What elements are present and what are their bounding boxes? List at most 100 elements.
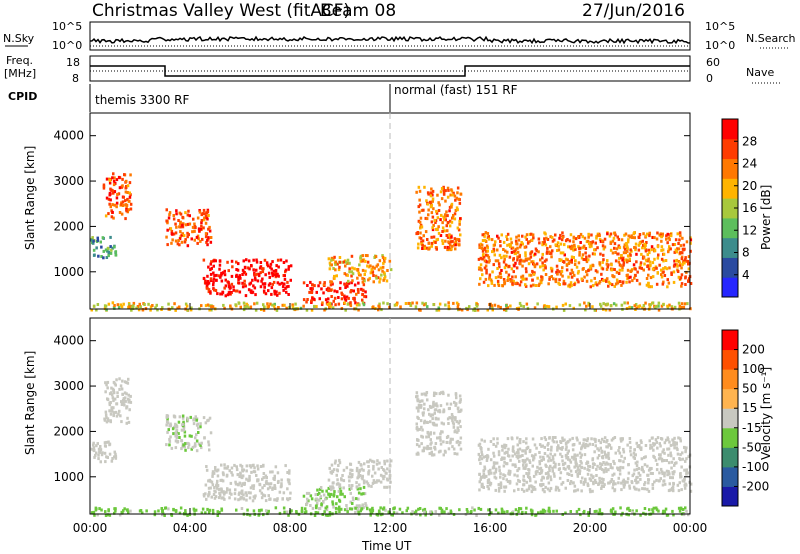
- echo-cell: [166, 243, 169, 247]
- echo-cell: [97, 457, 100, 461]
- echo-cell: [456, 430, 459, 434]
- echo-cell: [193, 418, 197, 422]
- echo-cell: [580, 445, 584, 449]
- echo-cell: [556, 249, 559, 252]
- echo-cell: [483, 246, 487, 250]
- echo-cell: [472, 308, 475, 312]
- echo-cell: [333, 255, 336, 259]
- echo-cell: [383, 271, 386, 275]
- echo-cell: [573, 465, 576, 469]
- echo-cell: [283, 510, 286, 514]
- echo-cell: [599, 465, 602, 469]
- echo-cell: [527, 471, 531, 475]
- echo-cell: [112, 179, 116, 183]
- echo-cell: [511, 246, 515, 250]
- echo-cell: [435, 392, 438, 396]
- echo-cell: [127, 420, 131, 424]
- echo-cell: [552, 509, 555, 513]
- echo-cell: [570, 255, 574, 259]
- echo-cell: [359, 487, 362, 491]
- echo-cell: [538, 241, 541, 245]
- echo-cell: [114, 253, 117, 257]
- echo-cell: [416, 438, 419, 442]
- echo-cell: [515, 242, 518, 246]
- echo-cell: [362, 479, 366, 483]
- echo-cell: [669, 451, 672, 455]
- echo-cell: [378, 511, 381, 515]
- echo-cell: [166, 414, 170, 418]
- echo-cell: [427, 435, 431, 439]
- echo-cell: [129, 173, 132, 177]
- echo-cell: [381, 265, 385, 269]
- echo-cell: [652, 506, 656, 510]
- echo-cell: [348, 484, 351, 488]
- echo-cell: [681, 457, 685, 461]
- echo-cell: [481, 249, 485, 253]
- echo-cell: [483, 234, 486, 238]
- echo-cell: [218, 267, 221, 271]
- echo-cell: [116, 193, 119, 196]
- echo-cell: [214, 468, 217, 472]
- echo-cell: [335, 274, 338, 278]
- echo-cell: [226, 488, 229, 492]
- echo-cell: [235, 468, 239, 472]
- echo-cell: [622, 261, 626, 265]
- echo-cell: [435, 402, 438, 406]
- echo-cell: [208, 478, 211, 482]
- echo-cell: [432, 394, 436, 397]
- echo-cell: [282, 261, 286, 264]
- echo-cell: [251, 278, 254, 282]
- echo-cell: [635, 467, 639, 471]
- echo-cell: [658, 471, 661, 475]
- echo-cell: [111, 246, 114, 250]
- echo-cell: [513, 452, 517, 456]
- echo-cell: [590, 473, 593, 477]
- echo-cell: [581, 235, 584, 239]
- echo-cell: [426, 447, 429, 451]
- echo-cell: [532, 283, 535, 287]
- echo-cell: [562, 279, 566, 283]
- echo-cell: [589, 285, 592, 289]
- echo-cell: [570, 473, 574, 477]
- echo-cell: [447, 422, 450, 425]
- echo-cell: [544, 273, 548, 276]
- echo-cell: [650, 248, 653, 252]
- echo-cell: [511, 281, 514, 285]
- echo-cell: [204, 511, 207, 515]
- echo-cell: [682, 513, 686, 517]
- echo-cell: [612, 482, 615, 486]
- echo-cell: [625, 280, 628, 284]
- echo-cell: [532, 272, 536, 276]
- echo-cell: [288, 471, 291, 475]
- echo-cell: [383, 277, 386, 280]
- echo-cell: [679, 276, 683, 280]
- echo-cell: [591, 240, 595, 244]
- echo-cell: [444, 303, 447, 307]
- echo-cell: [272, 477, 275, 481]
- echo-cell: [122, 398, 126, 402]
- echo-cell: [680, 273, 684, 277]
- echo-cell: [245, 258, 248, 262]
- echo-cell: [641, 239, 644, 243]
- echo-cell: [215, 484, 218, 488]
- echo-cell: [524, 449, 527, 453]
- echo-cell: [483, 238, 487, 242]
- echo-cell: [638, 266, 642, 270]
- echo-cell: [635, 306, 638, 310]
- echo-cell: [191, 445, 195, 449]
- echo-cell: [228, 286, 232, 290]
- echo-cell: [208, 308, 211, 312]
- echo-cell: [171, 232, 174, 236]
- echo-cell: [113, 397, 117, 401]
- x-tick-label: 16:00: [473, 521, 508, 535]
- cpid-label: CPID: [8, 90, 37, 103]
- echo-cell: [496, 259, 500, 263]
- echo-cell: [543, 452, 547, 455]
- echo-cell: [393, 303, 397, 307]
- echo-cell: [516, 255, 519, 259]
- echo-cell: [265, 479, 268, 483]
- echo-cell: [449, 193, 452, 197]
- echo-cell: [574, 460, 577, 464]
- echo-cell: [290, 509, 293, 513]
- echo-cell: [557, 281, 560, 285]
